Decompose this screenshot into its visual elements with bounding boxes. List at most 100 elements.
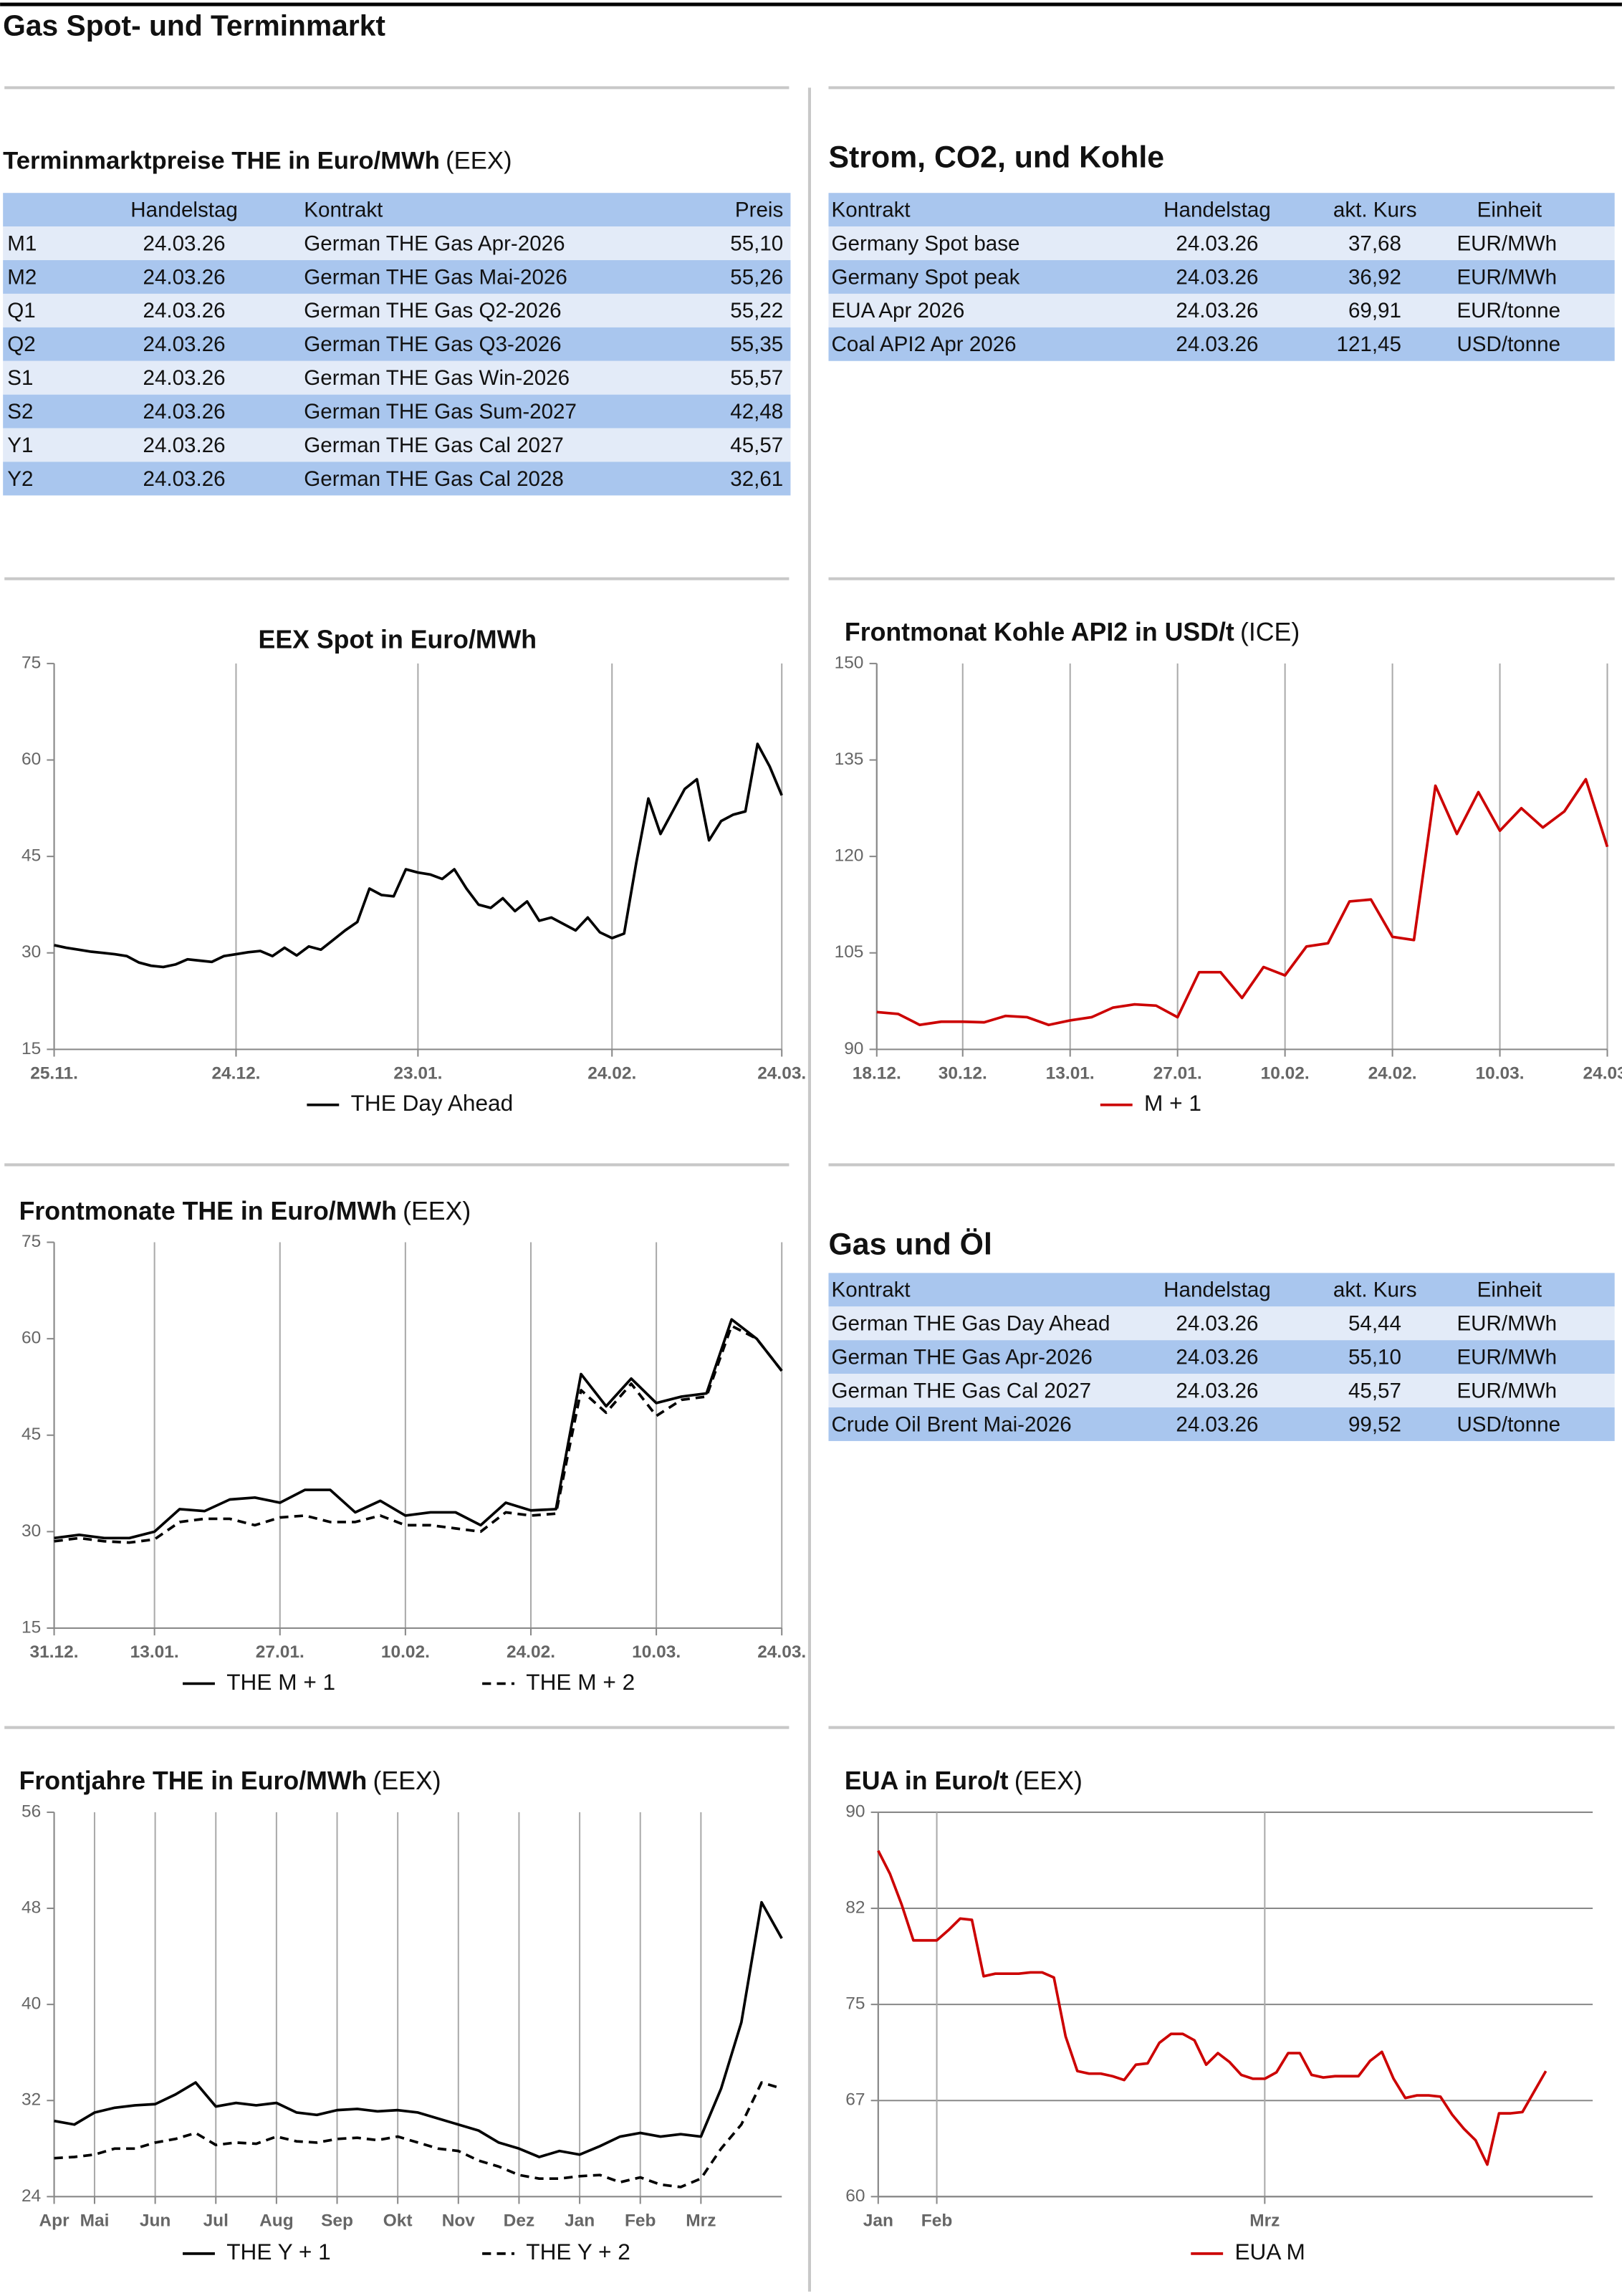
series-line [54,1900,783,2158]
x-tick-label: 24.02. [507,1642,555,1662]
page-title: Gas Spot- und Terminmarkt [3,9,385,42]
x-tick-label: Jun [140,2211,171,2230]
chart-title: Frontmonate THE in Euro/MWh (EEX) [19,1197,471,1225]
table-row [828,1306,1615,1341]
series-line [876,778,1609,1027]
table-cell: 55,26 [730,265,783,289]
x-tick-label: Jul [203,2211,229,2230]
table-cell: 24.03.26 [1176,1379,1258,1402]
table-cell: 24.03.26 [143,231,226,255]
chart-source: (ICE) [1240,618,1300,647]
table-cell: 24.03.26 [1176,1345,1258,1369]
table-cell: Germany Spot base [832,231,1020,255]
table-cell: 24.03.26 [1176,265,1258,289]
table-cell: EUR/MWh [1457,1345,1557,1369]
table-row [3,260,791,294]
y-tick-label: 15 [21,1039,41,1058]
chart-title: EEX Spot in Euro/MWh [259,626,537,654]
table-cell: German THE Gas Day Ahead [832,1312,1110,1336]
series-line [54,1324,783,1544]
x-tick-label: Jan [565,2211,595,2230]
x-tick-label: Sep [321,2211,353,2230]
x-tick-label: Feb [921,2211,953,2230]
table-row [3,461,791,496]
table-cell: 24.03.26 [1176,1412,1258,1436]
table-title: Gas und Öl [828,1228,992,1262]
table-title-main: Gas und Öl [828,1228,992,1262]
y-tick-label: 30 [21,942,41,962]
table-header-row [828,1273,1615,1307]
table-cell: 55,22 [730,299,783,322]
table-cell: German THE Gas Apr-2026 [832,1345,1093,1369]
table-cell: Q2 [7,333,35,356]
table-cell: EUR/MWh [1457,265,1557,289]
y-tick-label: 75 [21,1232,41,1251]
y-tick-label: 48 [21,1898,41,1918]
table-source: (EEX) [446,148,512,175]
table-header-cell: Einheit [1477,1278,1542,1302]
table-row [3,428,791,462]
table-header-cell: Kontrakt [304,198,383,222]
table-title: Terminmarktpreise THE in Euro/MWh (EEX) [3,148,512,175]
table-cell: EUR/MWh [1457,231,1557,255]
table-cell: 42,48 [730,400,783,424]
y-tick-label: 120 [835,846,864,866]
chart-source: (EEX) [373,1767,441,1796]
x-tick-label: 10.03. [632,1642,681,1662]
chart-title-main: Frontmonat Kohle API2 in USD/t [845,618,1234,647]
table-row [3,360,791,395]
table-title-main: Terminmarktpreise THE in Euro/MWh [3,148,440,175]
table-row [3,293,791,327]
table-cell: 55,57 [730,366,783,390]
table-cell: 99,52 [1348,1412,1401,1436]
table-cell: M2 [7,265,37,289]
y-tick-label: 82 [845,1898,865,1918]
table-header-cell: Preis [735,198,783,222]
y-tick-label: 67 [845,2090,865,2110]
table-cell: 36,92 [1348,265,1401,289]
table-cell: S1 [7,366,33,390]
x-tick-label: Dez [504,2211,535,2230]
y-tick-label: 24 [21,2186,41,2206]
table-cell: Germany Spot peak [832,265,1020,289]
y-tick-label: 15 [21,1617,41,1637]
table-row [3,327,791,361]
table-cell: USD/tonne [1457,1412,1560,1436]
table-cell: Crude Oil Brent Mai-2026 [832,1412,1072,1436]
table-cell: 24.03.26 [143,333,226,356]
table-cell: 55,10 [1348,1345,1401,1369]
table-cell: 24.03.26 [143,366,226,390]
x-tick-label: Mrz [686,2211,716,2230]
table-cell: 55,35 [730,333,783,356]
table-cell: Coal API2 Apr 2026 [832,333,1017,356]
series-line [877,1850,1547,2166]
chart-title-main: EEX Spot in Euro/MWh [259,626,537,654]
table-cell: 45,57 [1348,1379,1401,1402]
table-row [3,394,791,429]
legend-label: THE Day Ahead [351,1090,514,1116]
legend-label: M + 1 [1144,1090,1201,1116]
table-cell: German THE Gas Win-2026 [304,366,570,390]
x-tick-label: 24.02. [587,1063,636,1083]
table-cell: German THE Gas Cal 2027 [832,1379,1092,1402]
x-tick-label: 27.01. [1153,1063,1202,1083]
table-cell: 54,44 [1348,1312,1401,1336]
table-cell: Y1 [7,434,33,457]
table-cell: EUR/MWh [1457,1312,1557,1336]
table-header-cell: Handelstag [130,198,238,222]
y-tick-label: 60 [21,1329,41,1348]
table-cell: 24.03.26 [1176,299,1258,322]
chart-title: Frontmonat Kohle API2 in USD/t (ICE) [845,618,1300,647]
table-cell: German THE Gas Q2-2026 [304,299,561,322]
y-tick-label: 150 [835,653,864,672]
x-tick-label: Jan [863,2211,893,2230]
legend-label: THE M + 1 [226,1669,335,1695]
y-tick-label: 45 [21,1425,41,1444]
table-cell: 45,57 [730,434,783,457]
x-tick-label: 24.03. [1583,1063,1622,1083]
table-cell: 55,10 [730,231,783,255]
table-cell: Y2 [7,467,33,491]
series-line [54,2081,782,2189]
x-tick-label: 24.03. [757,1063,806,1083]
